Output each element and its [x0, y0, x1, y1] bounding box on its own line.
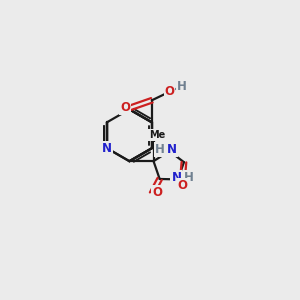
- Text: O: O: [164, 85, 175, 98]
- Text: O: O: [178, 178, 188, 192]
- Text: N: N: [167, 143, 177, 156]
- Text: N: N: [171, 171, 182, 184]
- Text: N: N: [102, 142, 112, 155]
- Text: H: H: [177, 80, 187, 93]
- Text: Me: Me: [149, 130, 165, 140]
- Text: O: O: [152, 186, 162, 199]
- Text: H: H: [184, 171, 194, 184]
- Text: H: H: [155, 143, 165, 156]
- Text: O: O: [120, 101, 130, 114]
